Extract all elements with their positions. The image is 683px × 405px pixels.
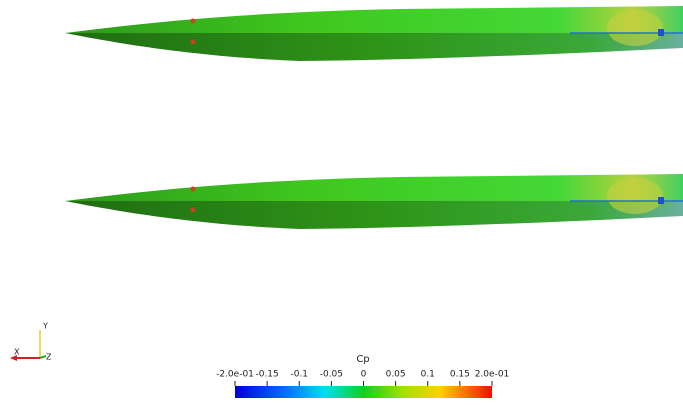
rocket-body: [65, 6, 683, 61]
axis-label: Z: [46, 353, 52, 362]
viewport: Y X Z Cp -2.0e-01-0.15 -0.1 -0.05 0 0.05 0.1 0…: [0, 0, 683, 405]
colorbar-tick-label: -0.1: [290, 370, 308, 380]
colorbar-tick-label: 0.1: [421, 370, 435, 380]
axes-triad: Y X Z: [10, 322, 52, 362]
axis-label: Y: [42, 322, 48, 331]
rocket-body: [65, 174, 683, 229]
colorbar-tick-label: 2.0e-01: [475, 370, 510, 380]
colorbar-tick-label: 0.05: [386, 370, 406, 380]
colorbar-tick-label: 0.15: [450, 370, 470, 380]
colorbar-tick-label: -0.05: [320, 370, 343, 380]
colorbar-tick-label: 0: [361, 370, 367, 380]
colorbar-tick-label: -0.15: [255, 370, 278, 380]
colorbar: [235, 386, 492, 398]
axis-label: X: [14, 348, 20, 357]
colorbar-tick-label: -2.0e-01: [216, 370, 254, 380]
colorbar-title: Cp: [356, 354, 369, 365]
